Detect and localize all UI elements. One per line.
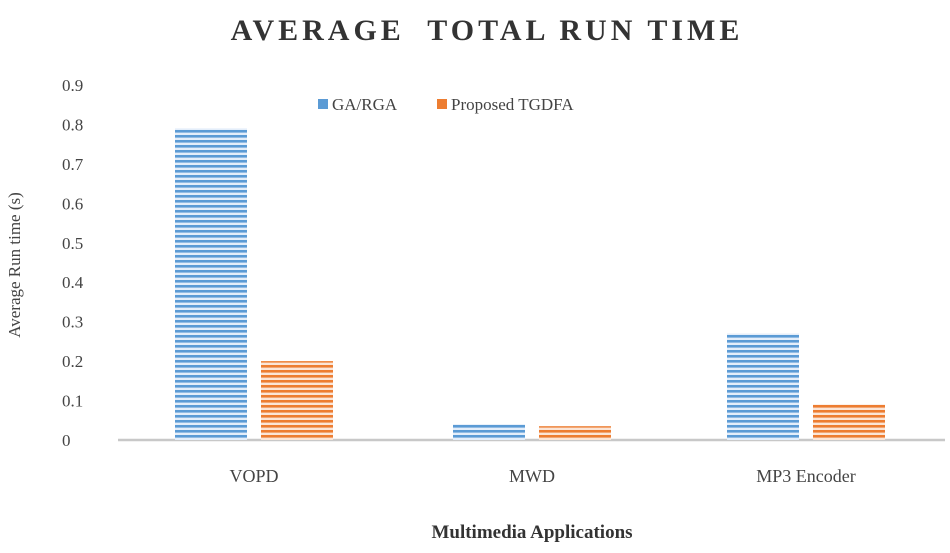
y-tick-label: 0.2 [62, 352, 83, 371]
legend-label-ga-rga: GA/RGA [332, 95, 398, 114]
y-axis-label: Average Run time (s) [5, 192, 24, 338]
x-tick-label: VOPD [229, 466, 278, 486]
bar-ga-rga-mp3-encoder [727, 333, 799, 440]
chart-title: AVERAGE TOTAL RUN TIME [231, 14, 744, 47]
legend-label-proposed-tgdfa: Proposed TGDFA [451, 95, 574, 114]
y-tick-label: 0.7 [62, 155, 84, 174]
bar-ga-rga-vopd [175, 128, 247, 440]
legend: GA/RGA Proposed TGDFA [318, 95, 574, 114]
bar-proposed-tgdfa-mp3-encoder [813, 404, 885, 440]
legend-swatch-proposed-tgdfa [437, 99, 447, 109]
bar-ga-rga-mwd [453, 424, 525, 440]
y-tick-label: 0 [62, 431, 71, 450]
x-tick-label: MWD [509, 466, 555, 486]
legend-swatch-ga-rga [318, 99, 328, 109]
bar-proposed-tgdfa-vopd [261, 361, 333, 440]
bar-proposed-tgdfa-mwd [539, 426, 611, 440]
y-tick-label: 0.5 [62, 234, 83, 253]
y-tick-label: 0.9 [62, 76, 83, 95]
x-tick-label: MP3 Encoder [756, 466, 855, 486]
y-tick-label: 0.3 [62, 313, 83, 332]
bars [175, 128, 885, 440]
y-tick-label: 0.4 [62, 273, 84, 292]
y-tick-label: 0.8 [62, 115, 83, 134]
y-tick-label: 0.6 [62, 194, 83, 213]
x-axis-label: Multimedia Applications [431, 522, 632, 543]
y-tick-label: 0.1 [62, 392, 83, 411]
y-tick-labels: 0 0.1 0.2 0.3 0.4 0.5 0.6 0.7 0.8 0.9 [62, 76, 84, 450]
x-tick-labels: VOPD MWD MP3 Encoder [229, 466, 855, 486]
